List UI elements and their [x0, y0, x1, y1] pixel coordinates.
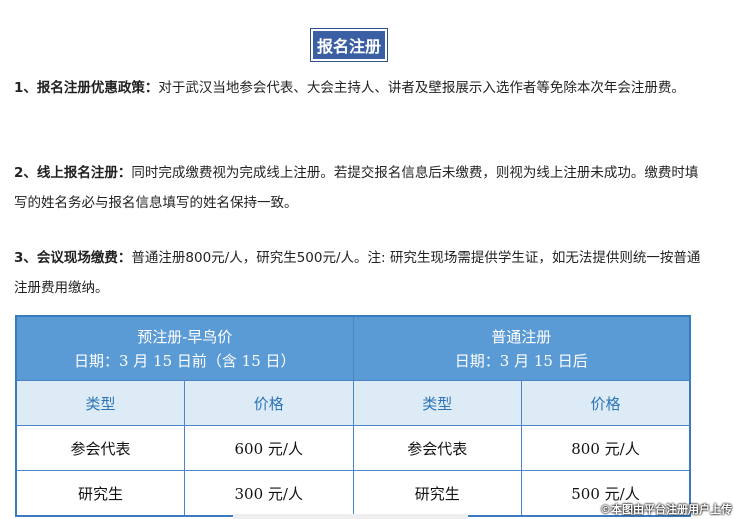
group-date: 日期：3 月 15 日前（含 15 日）	[73, 351, 296, 370]
watermark: ©本图由平台注册用户上传	[600, 503, 732, 516]
table-cell: 研究生	[15, 470, 185, 517]
column-header: 价格	[521, 380, 691, 426]
group-header: 普通注册日期：3 月 15 日后	[352, 315, 691, 381]
paragraph-label: 1、报名注册优惠政策：	[14, 80, 159, 96]
group-name: 普通注册	[491, 327, 552, 346]
group-header: 预注册-早鸟价日期：3 月 15 日前（含 15 日）	[15, 315, 354, 381]
group-name: 预注册-早鸟价	[137, 327, 233, 346]
paragraph-2: 2、线上报名注册：同时完成缴费视为完成线上注册。若提交报名信息后未缴费，则视为线…	[14, 158, 704, 218]
paragraph-text: 对于武汉当地参会代表、大会主持人、讲者及壁报展示入选作者等免除本次年会注册费。	[158, 80, 685, 96]
price-table: 预注册-早鸟价日期：3 月 15 日前（含 15 日） 普通注册日期：3 月 1…	[15, 315, 691, 517]
table-cell: 800 元/人	[521, 425, 691, 471]
table-row: 参会代表 600 元/人 参会代表 800 元/人	[15, 425, 691, 471]
table-cell: 参会代表	[15, 425, 185, 471]
paragraph-text: 同时完成缴费视为完成线上注册。若提交报名信息后未缴费，则视为线上注册未成功。缴费…	[14, 165, 699, 211]
paragraph-text: 普通注册800元/人，研究生500元/人。注: 研究生现场需提供学生证，如无法提…	[14, 250, 701, 296]
section-title-text: 报名注册	[313, 31, 385, 59]
column-header: 类型	[352, 380, 522, 426]
section-title: 报名注册	[310, 28, 388, 62]
divider	[233, 514, 468, 519]
paragraph-label: 3、会议现场缴费：	[14, 250, 132, 266]
paragraph-1: 1、报名注册优惠政策：对于武汉当地参会代表、大会主持人、讲者及壁报展示入选作者等…	[14, 73, 704, 103]
group-date: 日期：3 月 15 日后	[454, 351, 588, 370]
table-cell: 研究生	[352, 470, 522, 517]
table-cell: 600 元/人	[184, 425, 354, 471]
paragraph-label: 2、线上报名注册：	[14, 165, 132, 181]
table-cell: 参会代表	[352, 425, 522, 471]
table-cell: 300 元/人	[184, 470, 354, 517]
table-cell: 500 元/人	[521, 470, 691, 517]
column-header: 类型	[15, 380, 185, 426]
table-row: 研究生 300 元/人 研究生 500 元/人	[15, 470, 691, 517]
paragraph-3: 3、会议现场缴费：普通注册800元/人，研究生500元/人。注: 研究生现场需提…	[14, 243, 704, 303]
column-header: 价格	[184, 380, 354, 426]
